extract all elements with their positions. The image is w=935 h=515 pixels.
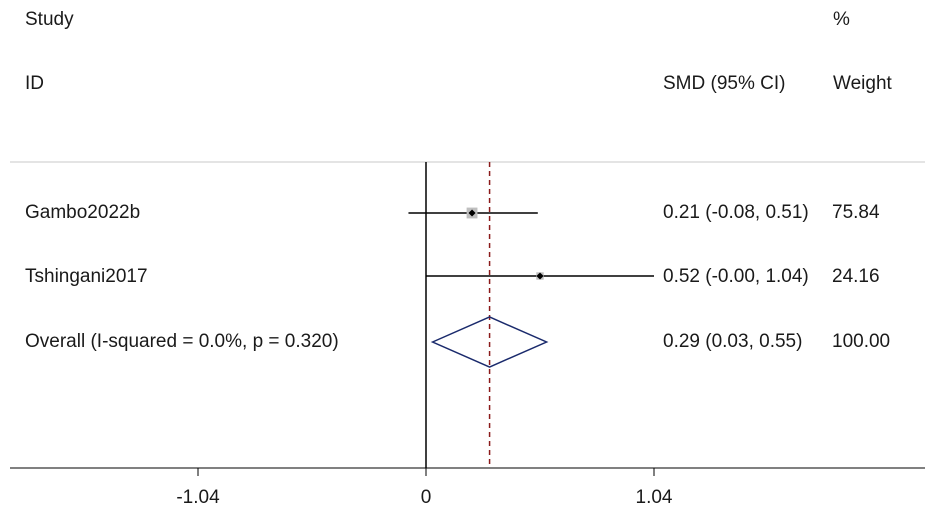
overall-weight: 100.00 bbox=[832, 331, 891, 352]
study-weight-tshingani2017: 24.16 bbox=[832, 266, 880, 287]
smd-ci-header: SMD (95% CI) bbox=[663, 73, 786, 94]
study-ci-gambo2022b: 0.21 (-0.08, 0.51) bbox=[663, 202, 809, 223]
study-label-gambo2022b: Gambo2022b bbox=[25, 202, 141, 223]
point-estimate-gambo2022b bbox=[468, 209, 476, 217]
weight-header: Weight bbox=[833, 73, 892, 94]
id-header: ID bbox=[25, 73, 44, 94]
overall-ci: 0.29 (0.03, 0.55) bbox=[663, 331, 803, 352]
study-weight-gambo2022b: 75.84 bbox=[832, 202, 880, 223]
x-tick-label-0: -1.04 bbox=[176, 487, 220, 508]
percent-header: % bbox=[833, 9, 850, 30]
point-estimate-tshingani2017 bbox=[536, 272, 544, 280]
study-header: Study bbox=[25, 9, 74, 30]
study-label-tshingani2017: Tshingani2017 bbox=[25, 266, 148, 287]
x-tick-label-1: 0 bbox=[421, 487, 432, 508]
overall-label: Overall (I-squared = 0.0%, p = 0.320) bbox=[25, 331, 339, 352]
overall-diamond bbox=[430, 316, 549, 368]
study-ci-tshingani2017: 0.52 (-0.00, 1.04) bbox=[663, 266, 809, 287]
x-tick-label-2: 1.04 bbox=[636, 487, 673, 508]
